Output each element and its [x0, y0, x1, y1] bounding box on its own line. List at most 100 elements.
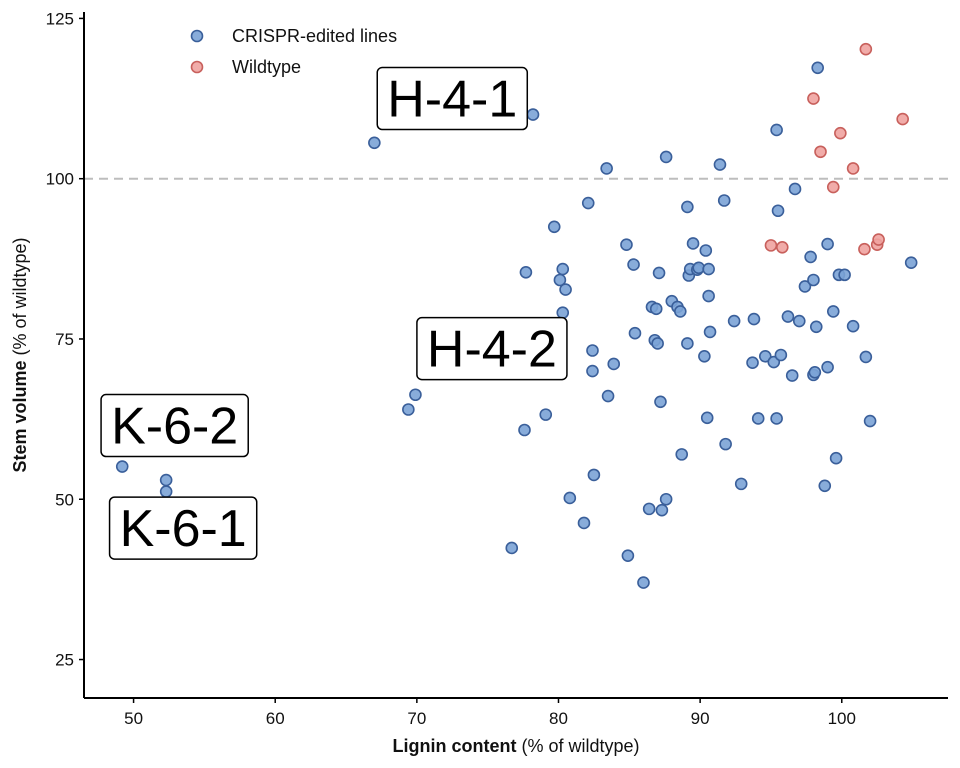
crispr-point	[785, 369, 799, 382]
crispr-point	[826, 305, 840, 318]
crispr-point	[681, 337, 694, 350]
crispr-point	[368, 136, 381, 150]
crispr-point	[628, 326, 642, 340]
crispr-point	[547, 220, 561, 234]
wildtype-point	[826, 180, 840, 194]
crispr-point	[774, 348, 788, 362]
crispr-point	[818, 479, 832, 493]
y-tick-label: 75	[55, 330, 74, 349]
wildtype-point	[834, 126, 847, 140]
crispr-point	[829, 451, 843, 465]
crispr-point	[686, 237, 700, 250]
legend: CRISPR-edited lines Wildtype	[190, 26, 397, 77]
crispr-point	[713, 158, 727, 171]
crispr-point	[587, 468, 601, 482]
y-axis-title: Stem volume (% of wildtype)	[10, 237, 30, 472]
crispr-point	[792, 314, 806, 328]
crispr-point	[556, 306, 570, 319]
crispr-point	[758, 349, 772, 363]
crispr-point	[700, 411, 714, 425]
crispr-point	[642, 502, 656, 516]
crispr-point	[651, 337, 664, 350]
crispr-point	[627, 258, 640, 271]
wildtype-point	[775, 240, 789, 254]
x-tick-label: 50	[124, 709, 143, 728]
crispr-point	[654, 395, 667, 409]
crispr-point	[702, 289, 715, 303]
crispr-point	[702, 262, 715, 276]
annotation-label: H-4-1	[376, 66, 529, 131]
crispr-point	[681, 200, 694, 214]
crispr-point	[637, 576, 650, 589]
crispr-point	[586, 364, 599, 378]
x-axis-title-bold: Lignin content	[392, 736, 516, 756]
crispr-point	[581, 196, 595, 210]
crispr-point	[727, 314, 741, 328]
x-tick-label: 70	[407, 709, 426, 728]
x-tick-label: 80	[549, 709, 568, 728]
crispr-point	[559, 283, 572, 296]
x-tick-label: 90	[691, 709, 710, 728]
crispr-point	[719, 437, 732, 451]
x-axis-title-rest: (% of wildtype)	[516, 736, 639, 756]
wildtype-point	[859, 42, 873, 56]
crispr-point	[563, 491, 577, 505]
crispr-point	[781, 310, 795, 323]
crispr-point	[751, 412, 765, 425]
crispr-point	[859, 350, 873, 364]
annotation-text: H-4-2	[427, 321, 557, 379]
crispr-point	[601, 389, 615, 403]
x-tick-label: 100	[828, 709, 856, 728]
crispr-point	[518, 423, 531, 437]
crispr-point	[655, 503, 669, 517]
crispr-point	[771, 204, 785, 218]
crispr-point	[620, 238, 633, 252]
legend-label: CRISPR-edited lines	[232, 26, 397, 46]
crispr-point	[539, 408, 553, 421]
crispr-point	[674, 305, 687, 318]
crispr-point	[556, 262, 570, 276]
annotation-label: K-6-2	[100, 393, 249, 458]
y-tick-label: 100	[46, 170, 74, 189]
crispr-point	[807, 273, 820, 287]
annotation-text: H-4-1	[387, 71, 517, 129]
y-tick-label: 25	[55, 651, 74, 670]
axes-layer	[83, 12, 948, 699]
wildtype-point	[858, 242, 871, 256]
annotation-text: K-6-2	[111, 398, 238, 456]
crispr-point	[811, 61, 824, 75]
x-axis-title: Lignin content (% of wildtype)	[392, 736, 639, 756]
crispr-point	[519, 265, 533, 279]
y-axis-title-bold: Stem volume	[10, 361, 30, 473]
crispr-point	[846, 319, 860, 333]
crispr-point	[659, 492, 673, 506]
annotations-layer: H-4-1 H-4-2 K-6-2 K-6-1	[100, 66, 568, 560]
annotation-box	[416, 316, 568, 381]
crispr-point	[577, 516, 591, 530]
crispr-point	[838, 268, 851, 282]
annotation-label: K-6-1	[108, 496, 258, 560]
crispr-point	[798, 280, 812, 293]
legend-marker	[190, 60, 204, 74]
crispr-point	[809, 320, 823, 334]
legend-label: Wildtype	[232, 57, 301, 77]
annotation-label: H-4-2	[416, 316, 568, 381]
crispr-point	[600, 162, 613, 175]
crispr-point	[808, 366, 822, 379]
crispr-point	[770, 412, 783, 425]
crispr-point	[159, 485, 173, 498]
crispr-point	[675, 448, 689, 461]
wildtype-point	[807, 92, 820, 105]
annotation-box	[376, 66, 529, 131]
crispr-point	[409, 388, 422, 402]
wildtype-point	[872, 233, 885, 246]
crispr-point	[526, 108, 540, 121]
crispr-point	[863, 414, 877, 428]
crispr-point	[717, 194, 731, 207]
points-layer	[115, 42, 918, 589]
crispr-point	[159, 473, 173, 487]
crispr-point	[788, 182, 802, 196]
wildtype-point	[846, 162, 860, 175]
crispr-point	[734, 477, 748, 491]
wildtype-point	[814, 145, 827, 159]
